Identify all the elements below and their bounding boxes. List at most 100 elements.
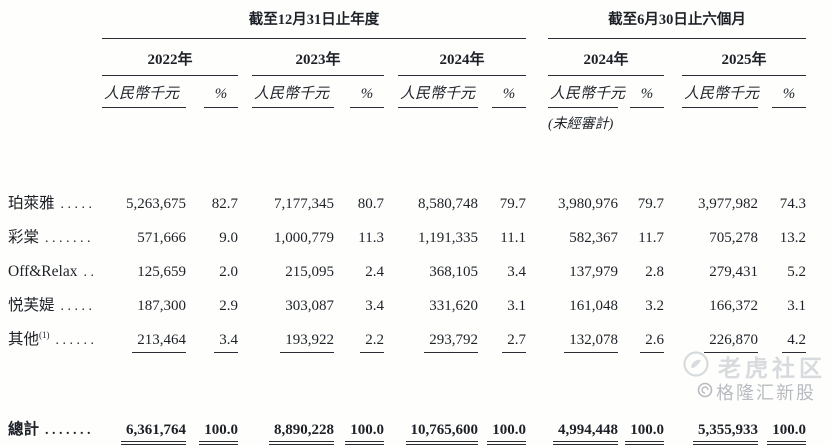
percent-label: % [630, 86, 664, 108]
cell-amount: 1,191,335 [418, 230, 478, 246]
row-label: 彩棠 [8, 229, 40, 246]
cell-percent: 79.7 [637, 196, 664, 212]
cell-amount: 187,300 [137, 298, 186, 314]
unaudited-note: (未經審計) [548, 117, 614, 132]
cell-amount: 7,177,345 [274, 196, 334, 212]
cell-amount: 215,095 [285, 264, 334, 280]
table-row-others: 其他(1)...... 213,464 3.4 193,922 2.2 293,… [8, 315, 807, 353]
cell-total-percent: 100.0 [758, 399, 807, 442]
dot-leader: ..... [60, 299, 96, 314]
cell-amount: 226,870 [682, 315, 758, 353]
cell-percent: 4.2 [758, 315, 807, 353]
cell-amount: 303,087 [285, 298, 334, 314]
cell-percent: 3.2 [645, 298, 664, 314]
dot-leader: ....... [45, 231, 95, 246]
unaudited-note-row: (未經審計) [8, 108, 806, 133]
cell-amount: 705,278 [709, 230, 758, 246]
cell-amount: 331,620 [429, 298, 478, 314]
cell-percent: 11.1 [500, 230, 526, 246]
cell-amount: 3,977,982 [698, 196, 758, 212]
dot-leader: ...... [55, 333, 98, 348]
cell-total-percent: 100.0 [186, 399, 238, 442]
cell-percent: 2.2 [334, 315, 384, 353]
year-header-2024: 2024年 [398, 38, 526, 76]
cell-percent: 13.2 [779, 230, 807, 246]
year-header-row: 2022年 2023年 2024年 2024年 2025年 [8, 38, 807, 76]
cell-percent: 82.7 [211, 196, 238, 212]
cell-amount: 293,792 [398, 315, 478, 353]
table-row-timage: 彩棠....... 571,666 9.0 1,000,779 11.3 1,1… [8, 213, 806, 247]
percent-label: % [492, 86, 526, 108]
cell-percent: 2.7 [478, 315, 526, 353]
period-group-annual: 截至12月31日止年度 [102, 6, 526, 39]
cell-percent: 3.4 [186, 315, 238, 353]
year-header-2024-interim: 2024年 [548, 38, 664, 76]
unit-header-row: 人民幣千元 % 人民幣千元 % 人民幣千元 % 人民幣千元 % 人民幣千元 % [8, 76, 807, 108]
row-label-sup: (1) [39, 329, 50, 340]
cell-percent: 3.1 [787, 298, 807, 314]
cell-amount: 8,580,748 [418, 196, 478, 212]
cell-percent: 74.3 [779, 196, 807, 212]
total-label: 總計 [8, 421, 40, 438]
cell-percent: 3.1 [507, 298, 526, 314]
unit-label: 人民幣千元 [548, 82, 625, 108]
cell-percent: 11.7 [638, 230, 664, 246]
cell-percent: 2.9 [219, 298, 238, 314]
cell-percent: 3.4 [365, 298, 384, 314]
cell-total-amount: 5,355,933 [682, 399, 758, 442]
cell-amount: 368,105 [429, 264, 478, 280]
year-header-2022: 2022年 [102, 38, 238, 76]
row-label: 珀萊雅 [8, 195, 55, 212]
cell-percent: 80.7 [357, 196, 384, 212]
cell-percent: 2.0 [219, 264, 238, 280]
year-header-2025-interim: 2025年 [682, 38, 807, 76]
row-label: Off&Relax [8, 263, 78, 280]
year-header-2023: 2023年 [252, 38, 384, 76]
cell-total-percent: 100.0 [618, 399, 664, 442]
unit-label: 人民幣千元 [252, 82, 334, 108]
table-row-hapsode: 悦芙媞..... 187,300 2.9 303,087 3.4 331,620… [8, 281, 806, 315]
cell-amount: 166,372 [709, 298, 758, 314]
percent-label: % [772, 86, 807, 108]
cell-amount: 571,666 [137, 230, 186, 246]
cell-amount: 3,980,976 [558, 196, 618, 212]
dot-leader: ..... [60, 197, 96, 212]
cell-percent: 3.4 [507, 264, 526, 280]
cell-percent: 2.4 [365, 264, 384, 280]
cell-amount: 1,000,779 [274, 230, 334, 246]
period-group-interim: 截至6月30日止六個月 [548, 6, 807, 39]
cell-amount: 125,659 [137, 264, 186, 280]
row-label: 悦芙媞 [8, 297, 55, 314]
row-label: 其他 [8, 331, 40, 348]
cell-amount: 213,464 [102, 315, 186, 353]
percent-label: % [204, 86, 238, 108]
cell-amount: 132,078 [548, 315, 618, 353]
revenue-by-brand-table: 截至12月31日止年度 截至6月30日止六個月 2022年 2023年 2024… [8, 6, 807, 442]
dot-leader: .. [83, 265, 98, 280]
cell-amount: 137,979 [569, 264, 618, 280]
cell-amount: 5,263,675 [126, 196, 186, 212]
table-row-total: 總計....... 6,361,764 100.0 8,890,228 100.… [8, 399, 807, 442]
cell-total-amount: 6,361,764 [102, 399, 186, 442]
cell-amount: 279,431 [709, 264, 758, 280]
unit-label: 人民幣千元 [102, 82, 186, 108]
cell-total-percent: 100.0 [478, 399, 526, 442]
cell-total-percent: 100.0 [334, 399, 384, 442]
cell-percent: 2.8 [645, 264, 664, 280]
cell-percent: 5.2 [787, 264, 807, 280]
unit-label: 人民幣千元 [682, 82, 759, 108]
table-row-proya: 珀萊雅..... 5,263,675 82.7 7,177,345 80.7 8… [8, 179, 806, 213]
cell-percent: 9.0 [219, 230, 238, 246]
unit-label: 人民幣千元 [398, 82, 478, 108]
cell-amount: 193,922 [252, 315, 334, 353]
cell-amount: 582,367 [569, 230, 618, 246]
cell-amount: 161,048 [569, 298, 618, 314]
percent-label: % [350, 86, 384, 108]
dot-leader: ....... [45, 423, 95, 438]
cell-percent: 79.7 [499, 196, 526, 212]
table-row-offrelax: Off&Relax.. 125,659 2.0 215,095 2.4 368,… [8, 247, 806, 281]
cell-percent: 2.6 [618, 315, 664, 353]
period-group-header-row: 截至12月31日止年度 截至6月30日止六個月 [8, 6, 807, 39]
cell-total-amount: 4,994,448 [548, 399, 618, 442]
cell-percent: 11.3 [358, 230, 384, 246]
